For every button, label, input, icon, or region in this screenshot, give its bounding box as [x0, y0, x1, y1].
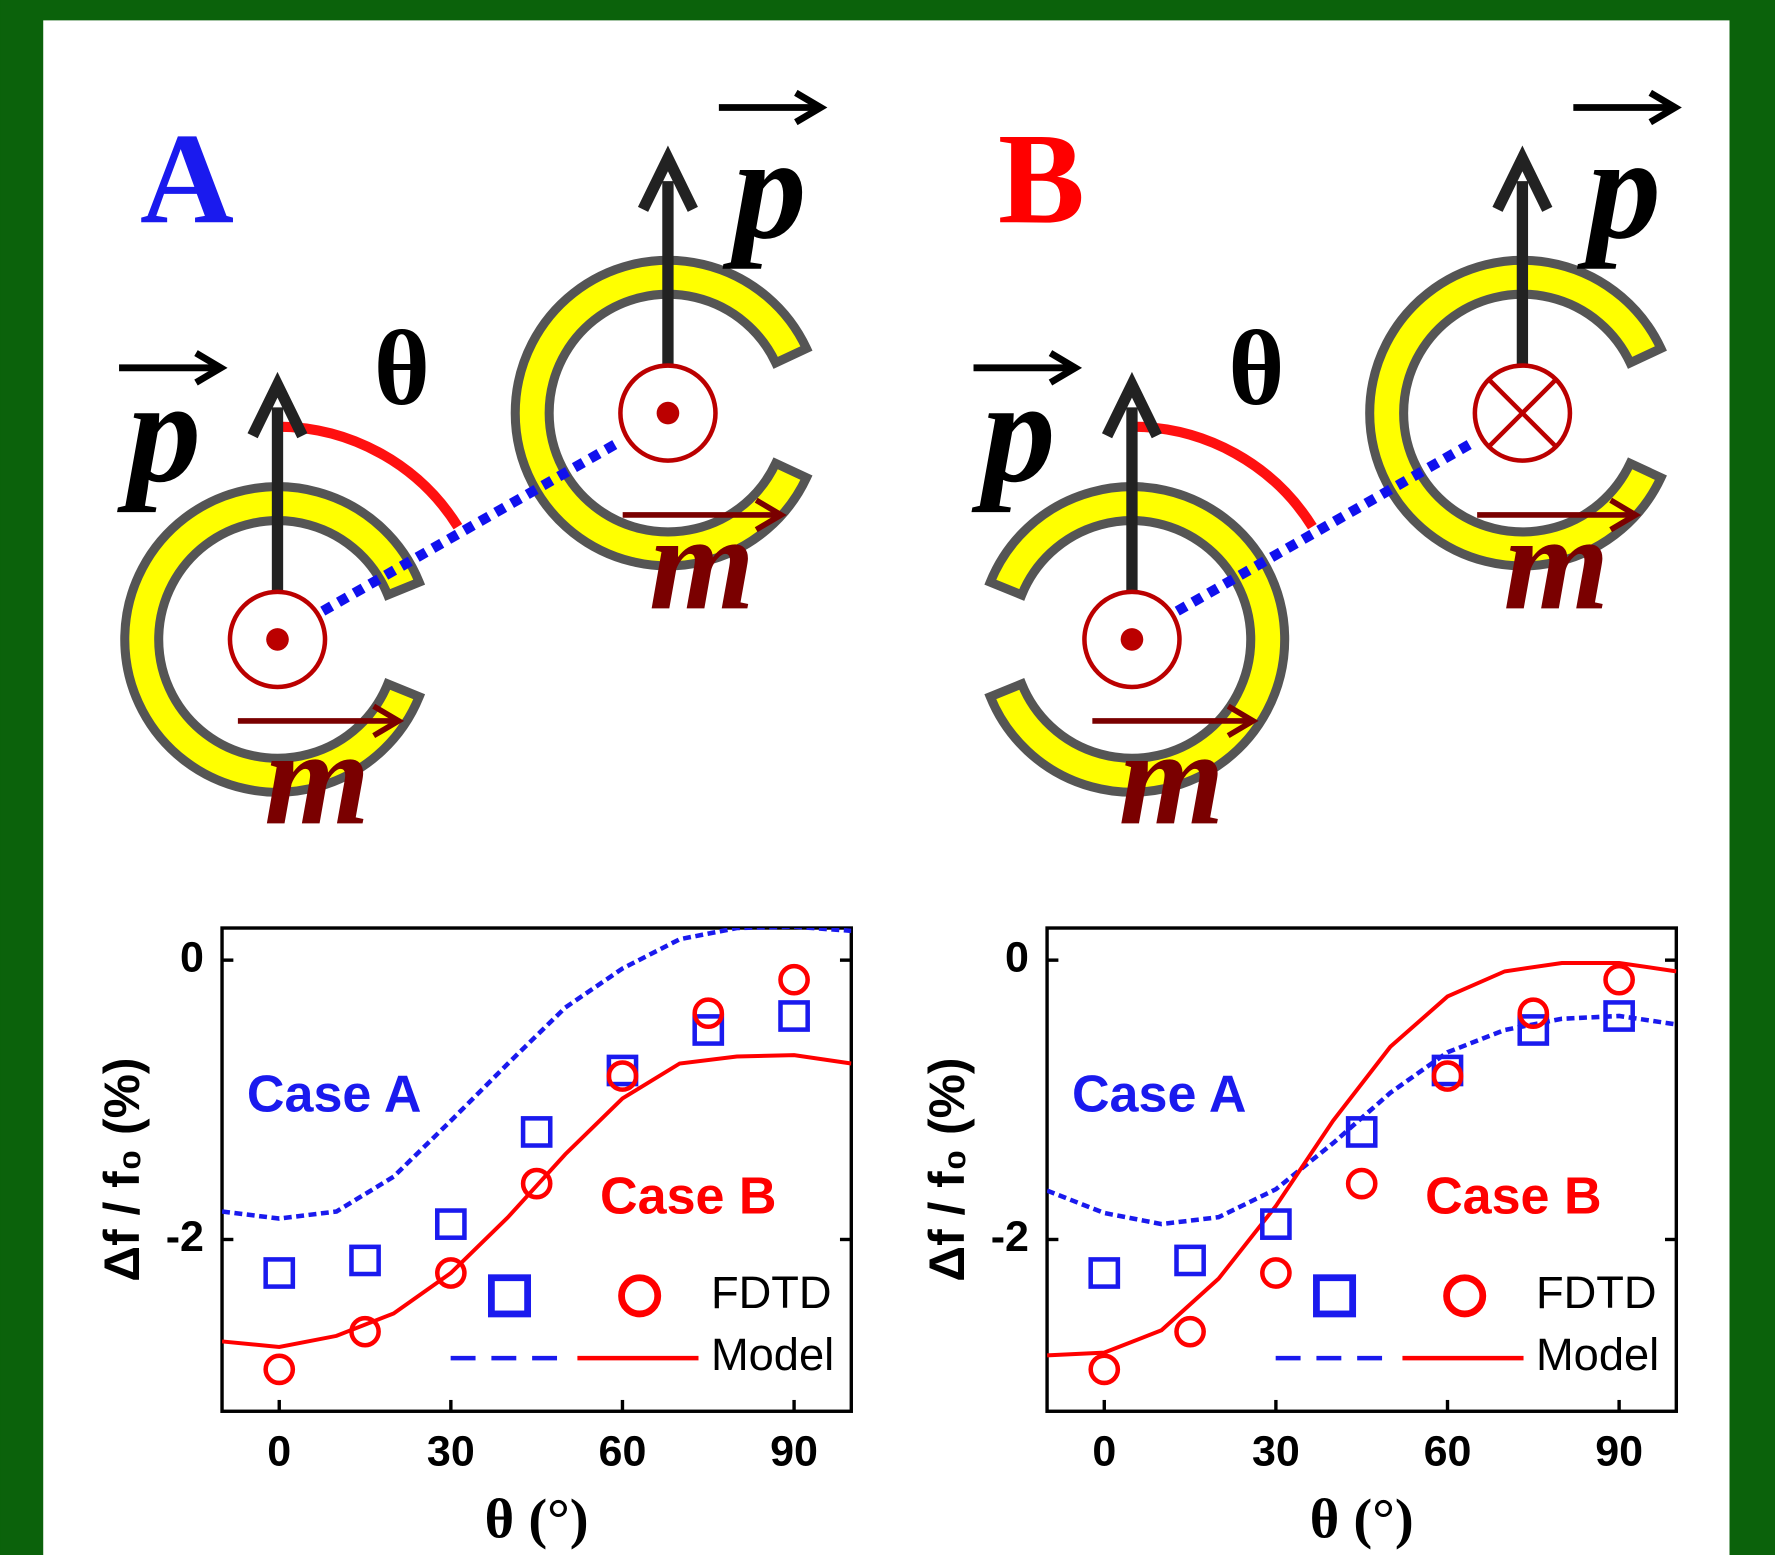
x-tick-label: 60 [1424, 1428, 1472, 1476]
page: Aθ p p m m Bθ p p m m 0 30 60 90 -2 0 θ (°) Δf / f₀ (%) C… [0, 0, 1775, 1555]
diagram-label: m [1504, 488, 1610, 638]
case-label: Case B [1425, 1167, 1601, 1225]
diagram-label: p [117, 350, 202, 513]
x-tick-label: 60 [599, 1428, 647, 1476]
y-axis-title: Δf / f₀ (%) [919, 1058, 975, 1282]
diagram-label: m [649, 488, 755, 638]
x-tick-label: 0 [267, 1428, 291, 1476]
y-tick-label: 0 [1005, 934, 1029, 982]
diagram-label: m [1119, 703, 1225, 853]
legend-label: FDTD [711, 1267, 832, 1318]
x-tick-label: 30 [427, 1428, 475, 1476]
x-tick-label: 30 [1252, 1428, 1300, 1476]
x-tick-label: 0 [1092, 1428, 1116, 1476]
diagram-label: A [140, 107, 234, 251]
x-tick-label: 90 [770, 1428, 818, 1476]
diagram-label: p [1576, 106, 1661, 269]
diagram-label: θ [374, 309, 430, 428]
y-tick-label: -2 [166, 1213, 204, 1261]
diagram-label: p [722, 106, 807, 269]
diagram-label: p [971, 350, 1056, 513]
legend-label: FDTD [1536, 1267, 1657, 1318]
figure: Aθ p p m m Bθ p p m m 0 30 60 90 -2 0 θ (°) Δf / f₀ (%) C… [0, 0, 1775, 1555]
diagram-label: B [998, 107, 1085, 251]
x-tick-label: 90 [1595, 1428, 1643, 1476]
legend-label: Model [1536, 1329, 1659, 1380]
y-tick-label: 0 [180, 934, 204, 982]
moment-dot [266, 628, 289, 651]
x-axis-title: θ (°) [1310, 1488, 1414, 1550]
case-label: Case A [1072, 1066, 1247, 1124]
diagram-label: m [264, 703, 370, 853]
legend-label: Model [711, 1329, 834, 1380]
y-axis-title: Δf / f₀ (%) [94, 1058, 150, 1282]
y-tick-label: -2 [991, 1213, 1029, 1261]
moment-dot [657, 402, 680, 425]
case-label: Case B [600, 1167, 776, 1225]
x-axis-title: θ (°) [485, 1488, 589, 1550]
moment-dot [1121, 628, 1144, 651]
diagram-label: θ [1228, 309, 1284, 428]
case-label: Case A [247, 1066, 422, 1124]
